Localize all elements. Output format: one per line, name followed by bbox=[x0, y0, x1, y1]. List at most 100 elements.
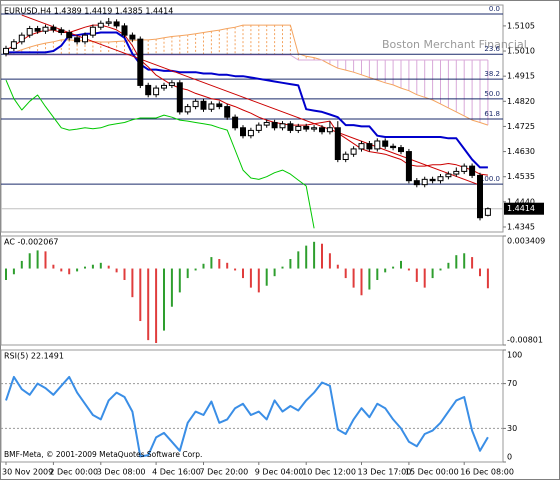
candle-body bbox=[89, 26, 96, 36]
candle-body bbox=[247, 129, 254, 137]
candle-body bbox=[200, 100, 207, 110]
y-tick-label: 0 bbox=[507, 453, 512, 462]
candle-body bbox=[358, 143, 365, 150]
x-tick-label: 15 Dec 00:00 bbox=[405, 468, 459, 477]
candle-body bbox=[18, 34, 25, 43]
candle-body bbox=[303, 125, 310, 130]
candle-body bbox=[82, 34, 88, 43]
last-price-label: 1.4414 bbox=[507, 204, 535, 213]
y-tick-label: 0.003409 bbox=[507, 237, 545, 246]
x-tick-label: 4 Dec 16:00 bbox=[152, 468, 201, 477]
x-tick-label: 13 Dec 17:00 bbox=[358, 468, 412, 477]
candle-body bbox=[176, 82, 183, 113]
x-tick-label: 30 Nov 2009 bbox=[2, 468, 53, 477]
candle-body bbox=[461, 165, 468, 172]
candle-body bbox=[50, 26, 57, 31]
candle-body bbox=[295, 125, 302, 131]
y-axis-group: 1.4915 bbox=[503, 72, 535, 81]
x-tick-label: 10 Dec 12:00 bbox=[302, 468, 356, 477]
y-axis-group: 30 bbox=[503, 424, 517, 433]
candle-body bbox=[390, 145, 397, 149]
candle-body bbox=[334, 127, 341, 161]
y-axis-group: 0.003409 bbox=[503, 235, 545, 246]
candle-body bbox=[255, 124, 262, 131]
x-tick-label: 16 Dec 08:00 bbox=[460, 468, 514, 477]
candle-body bbox=[421, 178, 428, 186]
y-axis-group: 1.4440 bbox=[503, 197, 535, 206]
candle-body bbox=[326, 127, 333, 133]
x-tick-label: 3 Dec 08:00 bbox=[97, 468, 146, 477]
y-axis-group: 100 bbox=[503, 349, 522, 360]
candle-body bbox=[484, 208, 491, 216]
candle-body bbox=[366, 143, 373, 150]
candle-body bbox=[137, 38, 144, 86]
candle-body bbox=[58, 29, 65, 34]
y-tick-label: 70 bbox=[507, 379, 517, 388]
candle-body bbox=[153, 87, 160, 96]
y-axis-group: 1.5105 bbox=[503, 21, 535, 30]
candle-body bbox=[66, 32, 73, 39]
x-tick-label: 2 Dec 00:00 bbox=[49, 468, 98, 477]
y-tick-label: -0.00801 bbox=[507, 336, 543, 345]
candle-body bbox=[145, 84, 152, 96]
fib-level-label: 38.2 bbox=[484, 70, 500, 78]
candle-body bbox=[437, 176, 444, 182]
candle-body bbox=[184, 106, 191, 113]
indicator-line bbox=[5, 79, 315, 229]
candle-body bbox=[129, 34, 136, 40]
candle-body bbox=[263, 121, 270, 126]
candle-body bbox=[398, 147, 404, 153]
candle-body bbox=[97, 22, 104, 28]
candle-body bbox=[279, 123, 286, 129]
y-axis-group: 1.4630 bbox=[503, 147, 535, 156]
y-axis-group: 1.4820 bbox=[503, 97, 535, 106]
y-tick-label: 1.4915 bbox=[507, 72, 535, 81]
y-axis-group: -0.00801 bbox=[503, 336, 543, 346]
y-tick-label: 1.4440 bbox=[507, 197, 535, 206]
fib-level-label: 23.6 bbox=[484, 45, 500, 53]
candle-body bbox=[121, 25, 128, 36]
candle-body bbox=[319, 127, 325, 133]
copyright: BMF-Meta, © 2001-2009 MetaQuotes Softwar… bbox=[4, 450, 202, 459]
y-axis-group: 1.5010 bbox=[503, 47, 535, 56]
candle-body bbox=[350, 148, 357, 155]
y-axis-group: 0 bbox=[503, 453, 512, 463]
y-tick-label: 1.4630 bbox=[507, 147, 535, 156]
candle-body bbox=[74, 37, 81, 43]
pane-title: EURUSD,H4 1.4389 1.4419 1.4385 1.4414 bbox=[4, 7, 173, 16]
y-tick-label: 1.4535 bbox=[507, 172, 535, 181]
candle-body bbox=[161, 84, 167, 89]
x-tick-label: 7 Dec 20:00 bbox=[200, 468, 249, 477]
candle-body bbox=[413, 180, 420, 186]
candle-body bbox=[232, 116, 239, 129]
ac-pane bbox=[0, 235, 504, 346]
candle-body bbox=[208, 103, 215, 110]
candle-body bbox=[224, 106, 231, 118]
candle-body bbox=[382, 140, 389, 147]
rsi-line bbox=[5, 375, 489, 458]
pane-marks: 0.0 23.6 38.2 50.0 61.8 100.0 bbox=[1, 5, 503, 229]
y-tick-label: 30 bbox=[507, 424, 517, 433]
candle-body bbox=[240, 127, 246, 137]
candle-body bbox=[445, 173, 452, 178]
y-axis-group: 70 bbox=[503, 379, 517, 388]
candle-body bbox=[42, 26, 49, 32]
candle-body bbox=[311, 127, 318, 130]
candle-body bbox=[216, 103, 223, 108]
y-tick-label: 1.4820 bbox=[507, 97, 535, 106]
last-price-box bbox=[504, 202, 544, 215]
y-axis-group: 1.4725 bbox=[503, 122, 535, 131]
fib-level-label: 0.0 bbox=[489, 5, 500, 13]
candle-body bbox=[26, 28, 33, 36]
fib-level-label: 100.0 bbox=[480, 175, 500, 183]
candle-body bbox=[105, 21, 112, 24]
y-tick-label: 1.5010 bbox=[507, 47, 535, 56]
rsi-pane bbox=[0, 349, 504, 463]
pane-marks bbox=[5, 241, 489, 343]
watermark: Boston Merchant Financial bbox=[382, 38, 527, 51]
candle-body bbox=[477, 174, 483, 219]
candle-body bbox=[453, 170, 460, 175]
y-tick-label: 100 bbox=[507, 351, 522, 360]
